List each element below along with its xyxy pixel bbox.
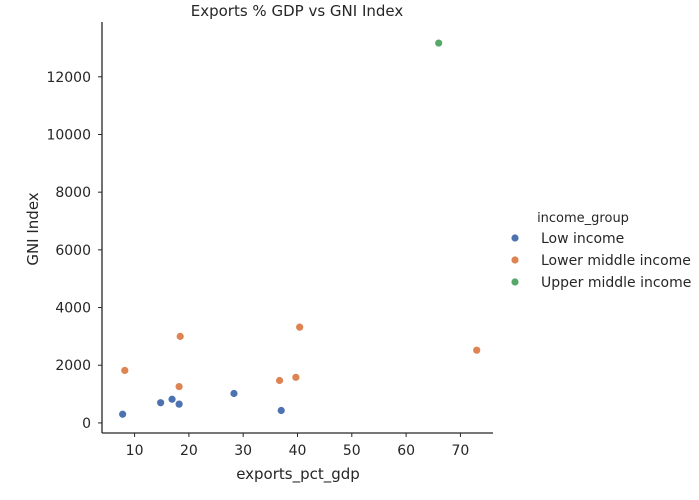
data-point xyxy=(435,39,443,47)
data-point xyxy=(296,323,304,331)
y-tick-label: 6000 xyxy=(55,243,91,259)
data-point xyxy=(230,389,238,398)
y-axis-title: GNI Index xyxy=(24,192,42,265)
data-point xyxy=(175,382,183,391)
legend-marker xyxy=(511,234,519,242)
y-tick-label: 2000 xyxy=(55,358,91,374)
data-point xyxy=(121,366,129,375)
data-point xyxy=(473,346,481,354)
data-point xyxy=(157,399,165,407)
y-ticks: 0 2000 4000 6000 8000 10000 12000 xyxy=(46,70,102,432)
y-tick-label: 10000 xyxy=(46,127,91,143)
legend: income_group Low income Lower middle inco… xyxy=(511,211,691,291)
legend-label: Upper middle income xyxy=(541,275,691,291)
x-ticks: 10 20 30 40 50 60 70 xyxy=(126,433,470,459)
legend-title: income_group xyxy=(537,211,629,226)
legend-label: Lower middle income xyxy=(541,253,691,269)
data-point xyxy=(292,373,300,381)
x-tick-label: 70 xyxy=(452,443,470,459)
data-point xyxy=(175,400,183,408)
y-tick-label: 4000 xyxy=(55,301,91,317)
data-point xyxy=(176,332,184,340)
legend-label: Low income xyxy=(541,231,624,247)
x-tick-label: 40 xyxy=(289,443,307,459)
y-tick-label: 8000 xyxy=(55,185,91,201)
x-tick-label: 50 xyxy=(343,443,361,459)
legend-items: Low income Lower middle income Upper middl… xyxy=(511,231,691,291)
x-tick-label: 20 xyxy=(180,443,198,459)
x-tick-label: 30 xyxy=(234,443,252,459)
data-point xyxy=(275,376,284,385)
legend-marker xyxy=(511,256,519,264)
data-point xyxy=(168,395,176,403)
chart-title: Exports % GDP vs GNI Index xyxy=(191,2,404,20)
x-tick-label: 10 xyxy=(126,443,144,459)
plot-area: 10 20 30 40 50 60 70 0 2000 4000 6000 8000 10000 120… xyxy=(46,22,493,459)
y-tick-label: 12000 xyxy=(46,70,91,86)
legend-marker xyxy=(511,278,519,286)
data-point xyxy=(119,410,127,418)
x-tick-label: 60 xyxy=(397,443,415,459)
data-point xyxy=(277,406,285,415)
data-points xyxy=(119,39,481,418)
y-tick-label: 0 xyxy=(82,416,91,432)
x-axis-title: exports_pct_gdp xyxy=(236,465,360,484)
